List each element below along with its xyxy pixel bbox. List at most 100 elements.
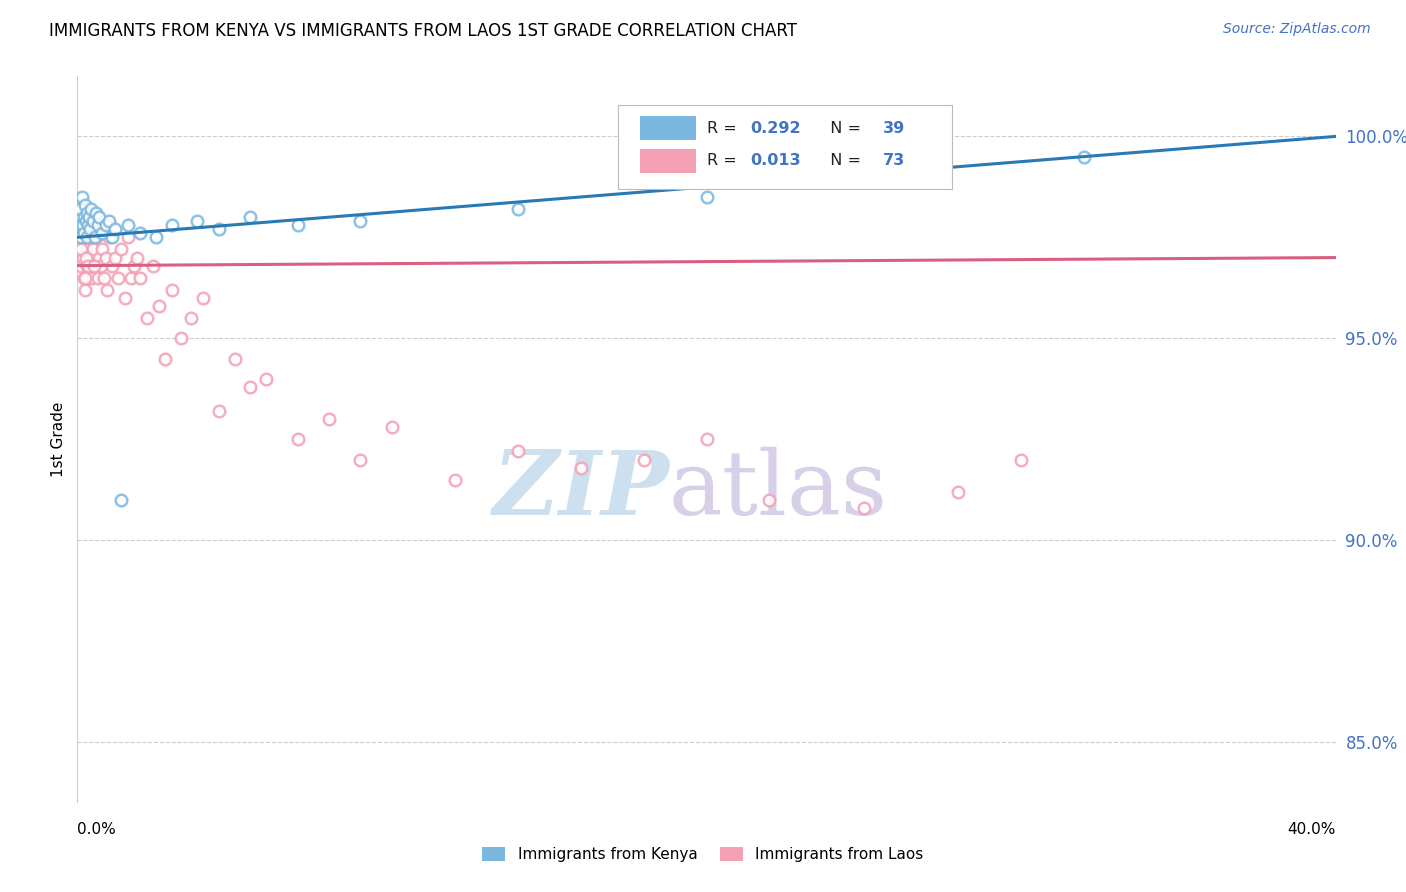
Point <box>97 214 120 228</box>
Point <box>89 251 111 265</box>
Point <box>129 270 152 285</box>
Point <box>79 210 101 224</box>
Point <box>224 351 246 366</box>
Point <box>91 227 114 241</box>
Text: 0.292: 0.292 <box>751 120 801 136</box>
Point <box>75 230 97 244</box>
Point <box>180 311 202 326</box>
Point <box>76 243 98 257</box>
Point <box>117 230 139 244</box>
Point <box>67 202 90 216</box>
Point <box>506 444 529 458</box>
Point <box>70 230 93 244</box>
Text: 0.013: 0.013 <box>751 153 801 169</box>
Point <box>110 492 132 507</box>
Point <box>93 270 115 285</box>
Text: N =: N = <box>820 120 866 136</box>
Point <box>69 219 91 233</box>
Point <box>75 198 97 212</box>
Point <box>90 259 112 273</box>
Point <box>79 259 101 273</box>
FancyBboxPatch shape <box>619 105 952 188</box>
Point <box>349 214 371 228</box>
Point <box>129 227 152 241</box>
Point <box>73 227 96 241</box>
Point <box>191 291 215 305</box>
Point <box>72 251 94 265</box>
Point <box>83 259 105 273</box>
Point <box>94 219 117 233</box>
Point <box>75 283 97 297</box>
Text: 0.0%: 0.0% <box>77 822 117 837</box>
Text: N =: N = <box>820 153 866 169</box>
Point <box>948 484 970 499</box>
Point <box>73 270 96 285</box>
Point <box>70 190 93 204</box>
Text: R =: R = <box>707 153 741 169</box>
Point <box>254 372 277 386</box>
Point <box>94 251 117 265</box>
Point <box>120 270 142 285</box>
Point <box>72 219 94 233</box>
Point <box>87 219 110 233</box>
Point <box>239 210 262 224</box>
Point <box>287 219 309 233</box>
Point <box>1073 150 1095 164</box>
Point <box>696 433 718 447</box>
Point <box>852 500 875 515</box>
Point <box>569 460 592 475</box>
Point <box>101 230 124 244</box>
Point <box>69 230 91 244</box>
Text: atlas: atlas <box>669 447 887 534</box>
Point <box>160 283 183 297</box>
Point <box>186 214 208 228</box>
Text: Source: ZipAtlas.com: Source: ZipAtlas.com <box>1223 22 1371 37</box>
Point <box>444 473 467 487</box>
Point <box>318 412 340 426</box>
Point <box>170 331 193 345</box>
Text: 39: 39 <box>883 120 905 136</box>
Point <box>79 222 101 236</box>
Bar <box>640 116 696 140</box>
Point <box>80 230 103 244</box>
Legend: Immigrants from Kenya, Immigrants from Laos: Immigrants from Kenya, Immigrants from L… <box>477 841 929 868</box>
Bar <box>640 149 696 172</box>
Point <box>72 270 94 285</box>
Point <box>82 270 104 285</box>
Point <box>97 230 120 244</box>
Text: R =: R = <box>707 120 741 136</box>
Point <box>69 202 91 216</box>
Text: ZIP: ZIP <box>492 447 669 533</box>
Point <box>79 251 101 265</box>
Point <box>381 420 404 434</box>
Point <box>506 202 529 216</box>
Point <box>79 230 101 244</box>
Text: 73: 73 <box>883 153 905 169</box>
Point <box>96 283 118 297</box>
Point <box>70 243 93 257</box>
Point <box>76 259 98 273</box>
Point <box>145 230 167 244</box>
Point <box>77 270 100 285</box>
Point <box>76 206 98 220</box>
Point <box>70 230 93 244</box>
Point <box>87 270 110 285</box>
Point <box>72 219 94 233</box>
Point <box>73 219 96 233</box>
Point <box>239 380 262 394</box>
Point <box>82 243 104 257</box>
Point <box>76 259 98 273</box>
Point <box>208 404 231 418</box>
Point <box>160 219 183 233</box>
Point <box>75 214 97 228</box>
Point <box>287 433 309 447</box>
Point <box>122 259 145 273</box>
Point <box>80 230 103 244</box>
Point <box>758 492 780 507</box>
Point <box>101 259 124 273</box>
Point <box>114 291 136 305</box>
Point <box>84 230 107 244</box>
Point <box>155 351 177 366</box>
Point <box>142 259 165 273</box>
Point <box>72 210 94 224</box>
